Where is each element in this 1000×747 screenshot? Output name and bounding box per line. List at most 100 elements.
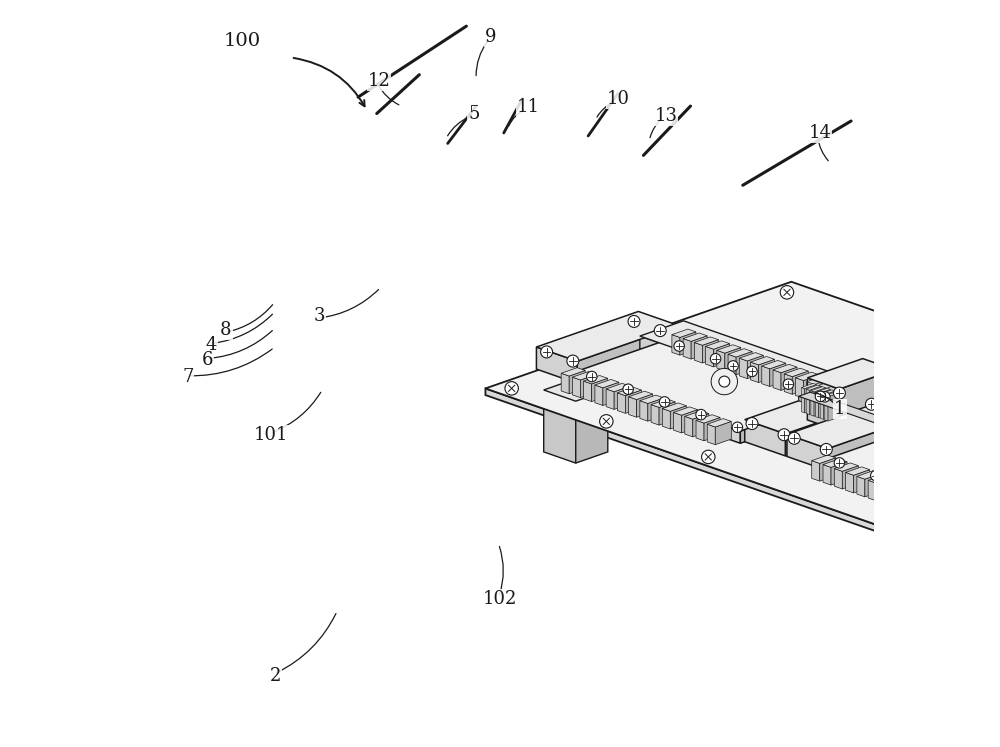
Circle shape bbox=[696, 409, 706, 420]
Polygon shape bbox=[691, 336, 707, 359]
Polygon shape bbox=[728, 349, 752, 357]
Polygon shape bbox=[922, 422, 930, 442]
Polygon shape bbox=[901, 503, 965, 526]
Polygon shape bbox=[606, 389, 614, 409]
Polygon shape bbox=[828, 413, 930, 471]
Polygon shape bbox=[956, 434, 964, 454]
Text: 3: 3 bbox=[313, 307, 325, 325]
Circle shape bbox=[943, 496, 954, 506]
Polygon shape bbox=[953, 427, 969, 450]
Circle shape bbox=[505, 382, 518, 395]
Polygon shape bbox=[925, 500, 933, 521]
Polygon shape bbox=[680, 332, 696, 355]
Polygon shape bbox=[945, 424, 969, 433]
Polygon shape bbox=[902, 486, 926, 495]
Polygon shape bbox=[717, 345, 741, 353]
Text: 102: 102 bbox=[483, 590, 517, 608]
Polygon shape bbox=[584, 381, 592, 402]
Circle shape bbox=[719, 376, 730, 387]
Polygon shape bbox=[592, 378, 608, 402]
Polygon shape bbox=[672, 329, 696, 338]
Polygon shape bbox=[899, 486, 915, 509]
Polygon shape bbox=[485, 388, 937, 553]
Polygon shape bbox=[956, 462, 967, 466]
Polygon shape bbox=[762, 360, 786, 369]
Circle shape bbox=[788, 433, 800, 444]
Polygon shape bbox=[876, 477, 892, 500]
Polygon shape bbox=[799, 412, 863, 434]
Polygon shape bbox=[787, 399, 930, 449]
Polygon shape bbox=[706, 347, 714, 367]
Polygon shape bbox=[672, 335, 680, 355]
Polygon shape bbox=[868, 475, 892, 483]
Text: 13: 13 bbox=[654, 107, 677, 125]
Polygon shape bbox=[795, 378, 804, 398]
Polygon shape bbox=[707, 418, 731, 427]
Polygon shape bbox=[979, 441, 987, 462]
Polygon shape bbox=[812, 455, 836, 463]
Polygon shape bbox=[674, 407, 698, 415]
Polygon shape bbox=[704, 418, 720, 441]
Polygon shape bbox=[825, 396, 828, 421]
Text: 6: 6 bbox=[201, 351, 213, 369]
Polygon shape bbox=[745, 384, 887, 434]
Polygon shape bbox=[745, 420, 786, 456]
Polygon shape bbox=[973, 500, 1000, 536]
Circle shape bbox=[778, 429, 790, 441]
Circle shape bbox=[628, 315, 640, 327]
Polygon shape bbox=[714, 344, 730, 367]
Polygon shape bbox=[637, 394, 653, 418]
Circle shape bbox=[871, 471, 881, 481]
Polygon shape bbox=[561, 368, 585, 376]
Polygon shape bbox=[868, 480, 876, 500]
Polygon shape bbox=[696, 421, 704, 441]
Polygon shape bbox=[820, 458, 836, 481]
Polygon shape bbox=[617, 393, 625, 413]
Polygon shape bbox=[799, 396, 879, 429]
Polygon shape bbox=[910, 489, 926, 512]
Polygon shape bbox=[640, 400, 648, 421]
Polygon shape bbox=[973, 464, 1000, 514]
Polygon shape bbox=[913, 496, 921, 516]
Circle shape bbox=[833, 387, 845, 399]
Polygon shape bbox=[937, 439, 1000, 553]
Circle shape bbox=[865, 398, 877, 410]
Polygon shape bbox=[651, 399, 675, 407]
Circle shape bbox=[674, 341, 684, 351]
Polygon shape bbox=[561, 374, 569, 394]
Polygon shape bbox=[945, 430, 953, 450]
Polygon shape bbox=[706, 341, 730, 349]
Polygon shape bbox=[802, 383, 816, 388]
Polygon shape bbox=[696, 415, 720, 423]
Polygon shape bbox=[823, 460, 969, 523]
Polygon shape bbox=[683, 333, 707, 341]
Polygon shape bbox=[580, 374, 596, 397]
Polygon shape bbox=[751, 362, 759, 382]
Polygon shape bbox=[968, 433, 992, 441]
Polygon shape bbox=[857, 471, 881, 479]
Circle shape bbox=[994, 453, 1000, 463]
Polygon shape bbox=[925, 495, 949, 503]
Circle shape bbox=[732, 422, 743, 433]
Polygon shape bbox=[576, 390, 608, 463]
Circle shape bbox=[975, 498, 987, 509]
Polygon shape bbox=[702, 340, 718, 363]
Polygon shape bbox=[826, 382, 842, 406]
Circle shape bbox=[834, 458, 845, 468]
Polygon shape bbox=[998, 443, 1000, 466]
Polygon shape bbox=[887, 482, 903, 505]
Polygon shape bbox=[979, 436, 1000, 444]
Polygon shape bbox=[987, 439, 1000, 462]
Polygon shape bbox=[595, 385, 603, 406]
Polygon shape bbox=[990, 446, 998, 466]
Text: 100: 100 bbox=[224, 32, 261, 50]
Polygon shape bbox=[685, 411, 709, 419]
Text: 9: 9 bbox=[485, 28, 497, 46]
Polygon shape bbox=[685, 416, 693, 437]
Polygon shape bbox=[922, 416, 946, 425]
Polygon shape bbox=[846, 467, 870, 475]
Polygon shape bbox=[536, 311, 679, 362]
Circle shape bbox=[958, 440, 968, 450]
Polygon shape bbox=[891, 483, 915, 491]
Polygon shape bbox=[617, 387, 641, 396]
